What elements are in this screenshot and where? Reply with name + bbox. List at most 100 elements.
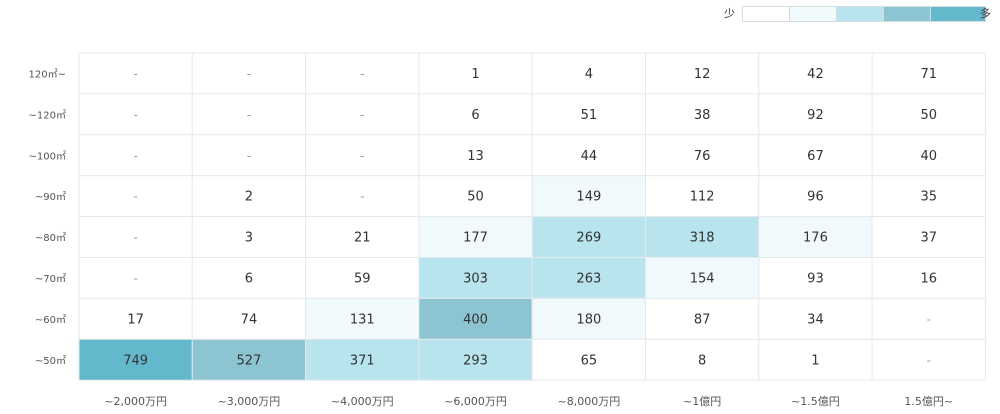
cell-value-label: - <box>133 271 137 285</box>
heatmap-cell <box>531 93 647 136</box>
heatmap-cell <box>191 175 307 218</box>
heatmap-cell <box>305 216 420 259</box>
cell-value-label: 96 <box>807 190 824 205</box>
column-label: ~1.5億円 <box>791 395 840 408</box>
row-label: ~80㎡ <box>35 232 66 244</box>
cell-value-label: 112 <box>690 190 715 205</box>
column-label: ~4,000万円 <box>331 395 394 408</box>
heatmap-cell <box>191 216 307 259</box>
cell-value-label: - <box>133 231 137 245</box>
heatmap-cell <box>305 338 420 381</box>
row-label: ~90㎡ <box>35 191 66 203</box>
heatmap-cell <box>78 93 193 136</box>
cell-value-label: - <box>133 149 137 163</box>
heatmap-cell <box>645 338 760 381</box>
cell-value-label: - <box>360 190 364 204</box>
heatmap-cell <box>871 93 986 136</box>
cell-value-label: - <box>360 108 364 122</box>
cell-value-label: 35 <box>920 190 937 205</box>
cell-value-label: 3 <box>245 231 253 246</box>
cell-value-label: 1 <box>471 67 479 82</box>
cell-value-label: 92 <box>807 108 824 123</box>
cell-value-label: 12 <box>694 67 711 82</box>
legend-high-label: 多 <box>980 7 991 20</box>
column-label: 1.5億円~ <box>904 395 953 408</box>
cell-value-label: 34 <box>807 312 824 327</box>
cell-value-label: 4 <box>585 67 593 82</box>
column-label: ~8,000万円 <box>557 395 620 408</box>
heatmap-cell <box>418 93 533 136</box>
cell-value-label: - <box>133 190 137 204</box>
cell-value-label: 269 <box>576 231 601 246</box>
cell-value-label: 38 <box>694 108 711 123</box>
legend-low-label: 少 <box>724 7 735 20</box>
cell-value-label: 131 <box>350 312 375 327</box>
heatmap-cell <box>78 134 193 177</box>
column-label: ~3,000万円 <box>218 395 281 408</box>
cell-value-label: 263 <box>576 271 601 286</box>
heatmap-cell <box>418 175 533 218</box>
heatmap-cell <box>418 338 533 381</box>
cell-value-label: 74 <box>241 312 258 327</box>
heatmap-cell <box>78 338 193 381</box>
cell-value-label: 371 <box>350 353 375 368</box>
heatmap-cell <box>191 134 307 177</box>
cell-value-label: - <box>247 67 251 81</box>
cell-value-label: 176 <box>803 231 828 246</box>
cell-value-label: 17 <box>127 312 144 327</box>
cell-value-label: 67 <box>807 149 824 164</box>
cell-value-label: 76 <box>694 149 711 164</box>
cell-value-label: 6 <box>471 108 479 123</box>
heatmap-cell <box>191 297 307 340</box>
cell-value-label: 21 <box>354 231 371 246</box>
heatmap-cell <box>758 338 873 381</box>
heatmap-cell <box>531 297 647 340</box>
column-label: ~6,000万円 <box>444 395 507 408</box>
row-label: ~60㎡ <box>35 314 66 326</box>
cell-value-label: 59 <box>354 271 371 286</box>
cell-value-label: 42 <box>807 67 824 82</box>
heatmap-cell <box>418 297 533 340</box>
heatmap-cell <box>78 257 193 299</box>
cell-value-label: 318 <box>690 231 715 246</box>
color-legend: 少 多 <box>0 0 1000 40</box>
cell-value-label: - <box>133 108 137 122</box>
heatmap-cell <box>871 175 986 218</box>
heatmap-cell <box>305 52 420 95</box>
cell-value-label: 8 <box>698 353 706 368</box>
heatmap-cell <box>531 216 647 259</box>
heatmap-cell <box>305 297 420 340</box>
row-label: 120㎡~ <box>29 68 66 80</box>
heatmap-cell <box>78 52 193 95</box>
cell-value-label: 177 <box>463 231 488 246</box>
cell-value-label: 13 <box>467 149 484 164</box>
cell-value-label: 50 <box>467 190 484 205</box>
cell-value-label: 149 <box>576 190 601 205</box>
cell-value-label: - <box>247 149 251 163</box>
cell-value-label: 40 <box>920 149 937 164</box>
cell-value-label: 51 <box>581 108 598 123</box>
row-label: ~100㎡ <box>29 150 66 162</box>
heatmap-cell <box>871 52 986 95</box>
cell-value-label: 37 <box>920 231 937 246</box>
heatmap-cell <box>645 297 760 340</box>
cell-value-label: 44 <box>581 149 598 164</box>
heatmap-cell <box>418 52 533 95</box>
heatmap-cell <box>191 93 307 136</box>
cell-value-label: - <box>247 108 251 122</box>
cell-value-label: 16 <box>920 271 937 286</box>
cell-value-label: - <box>927 312 931 326</box>
row-label: ~50㎡ <box>35 355 66 367</box>
heatmap-cell <box>758 216 873 259</box>
heatmap-cell <box>645 93 760 136</box>
heatmap-cell <box>531 338 647 381</box>
cell-value-label: 180 <box>576 312 601 327</box>
heatmap-cell <box>758 93 873 136</box>
row-label: ~120㎡ <box>29 109 66 121</box>
heatmap-cell <box>191 338 307 381</box>
cell-value-label: 50 <box>920 108 937 123</box>
heatmap-cell <box>758 175 873 218</box>
cell-value-label: - <box>133 67 137 81</box>
cell-value-label: 154 <box>690 271 715 286</box>
cell-value-label: - <box>360 67 364 81</box>
